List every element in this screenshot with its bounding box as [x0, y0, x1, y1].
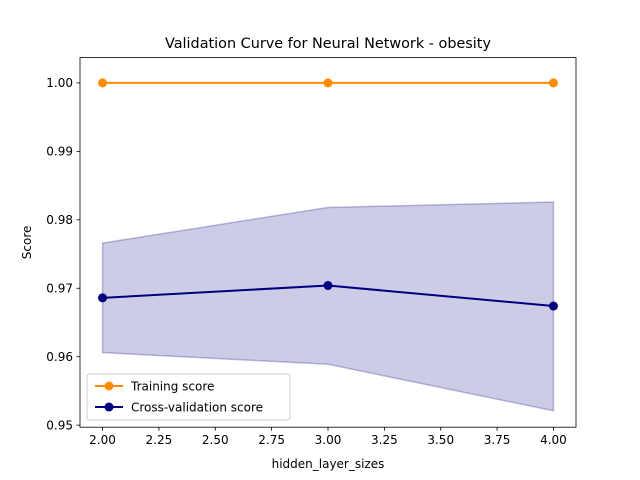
legend-marker-cv [104, 402, 114, 412]
y-tick-label: 0.99 [46, 145, 73, 159]
y-tick-label: 0.95 [46, 418, 73, 432]
x-tick-label: 3.25 [371, 433, 398, 447]
x-axis-ticks: 2.00 2.25 2.50 2.75 3.00 3.25 3.50 3.75 4.00 [89, 427, 567, 447]
plot-area [79, 57, 577, 428]
data-point-1-1 [323, 281, 333, 291]
y-tick-label: 0.98 [46, 213, 73, 227]
x-axis-label: hidden_layer_sizes [272, 457, 385, 471]
data-point-0-1 [323, 78, 333, 88]
x-tick-label: 3.00 [315, 433, 342, 447]
data-point-0-2 [548, 78, 558, 88]
y-tick-label: 0.97 [46, 281, 73, 295]
confidence-band-1 [101, 201, 555, 412]
legend-marker-training [104, 381, 114, 391]
data-point-1-0 [98, 293, 108, 303]
x-tick-label: 3.50 [427, 433, 454, 447]
y-tick-label: 0.96 [46, 350, 73, 364]
x-tick-label: 2.75 [258, 433, 285, 447]
data-point-1-2 [548, 301, 558, 311]
legend-label-cv: Cross-validation score [131, 401, 263, 415]
x-tick-label: 3.75 [484, 433, 511, 447]
legend-box [86, 373, 291, 421]
series-layer [98, 78, 558, 311]
legend-label-training: Training score [130, 380, 214, 394]
legend: Training score Cross-validation score [86, 373, 291, 421]
x-tick-label: 2.50 [202, 433, 229, 447]
x-tick-label: 2.25 [146, 433, 173, 447]
band-layer [101, 201, 555, 412]
y-tick-label: 1.00 [46, 76, 73, 90]
y-axis-label: Score [20, 226, 34, 260]
x-tick-label: 4.00 [540, 433, 567, 447]
x-tick-label: 2.00 [89, 433, 116, 447]
chart-title: Validation Curve for Neural Network - ob… [165, 36, 491, 52]
y-axis-ticks: 0.95 0.96 0.97 0.98 0.99 1.00 [46, 76, 80, 432]
data-point-0-0 [98, 78, 108, 88]
